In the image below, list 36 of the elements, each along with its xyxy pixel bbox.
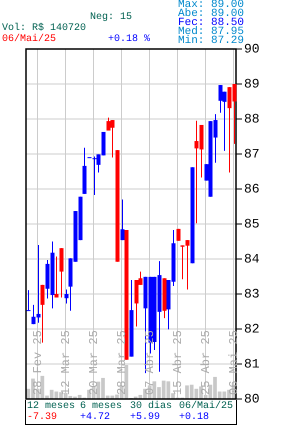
candlestick: [60, 248, 64, 298]
text: 06/Mai/25: [179, 401, 234, 412]
candlestick: [26, 290, 30, 312]
x-tick-label: 12 Mar 25: [58, 330, 73, 395]
candlestick: [186, 240, 190, 290]
y-tick-label: 88: [244, 111, 260, 126]
text: -7.39: [27, 412, 58, 423]
text: Neg: 15: [90, 12, 132, 23]
text: 30 dias: [130, 401, 174, 412]
text: 06/Mai/25: [2, 34, 56, 45]
y-tick-label: 81: [244, 356, 260, 372]
y-tick-label: 80: [244, 391, 260, 406]
text: +0.18: [179, 412, 210, 423]
y-tick-label: 84: [244, 251, 260, 266]
text: Vol: R$ 140720: [2, 23, 86, 34]
x-tick-label: 15 Abr 25: [170, 330, 185, 395]
y-tick-label: 90: [244, 41, 260, 56]
candlestick: [218, 84, 222, 114]
y-tick-label: 83: [244, 286, 260, 302]
text: 6 meses: [80, 401, 124, 412]
candlestick: [92, 156, 96, 196]
candlestick: [180, 244, 184, 280]
candlestick: [54, 256, 58, 298]
candlestick: [110, 120, 114, 158]
text: +4.72: [80, 412, 112, 423]
y-tick-label: 89: [244, 76, 260, 92]
candlestick: [134, 280, 138, 328]
y-tick-label: 86: [244, 181, 260, 196]
y-tick-label: 87: [244, 146, 260, 162]
y-tick-label: 85: [244, 216, 260, 232]
text: +5.99: [130, 412, 162, 423]
candlestick: [40, 284, 44, 344]
text: +0.18 %: [108, 34, 150, 45]
y-tick-label: 82: [244, 321, 260, 336]
text: 12 meses: [27, 401, 76, 412]
candlestick: [120, 199, 124, 241]
